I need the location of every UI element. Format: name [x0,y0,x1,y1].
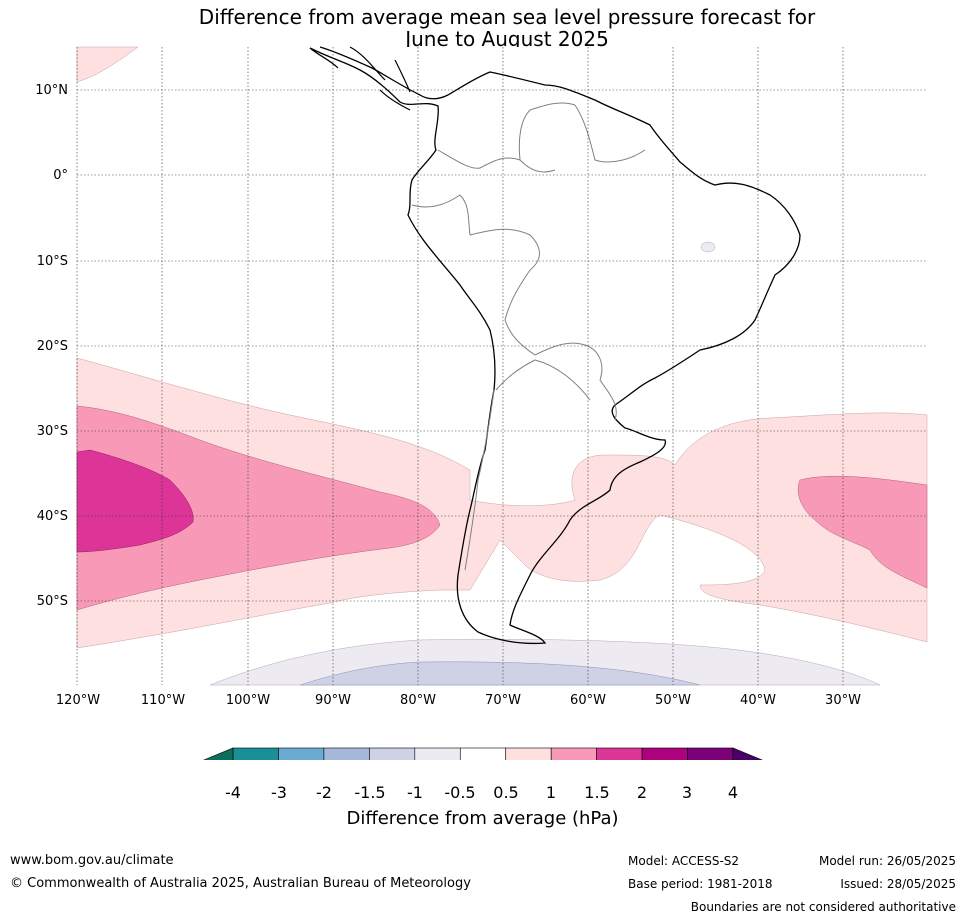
colorbar-under-arrow [203,747,234,760]
anomaly-region-lavender-brazil [700,241,716,253]
map-title-line-1: Difference from average mean sea level p… [198,5,816,29]
colorbar-swatch [459,747,507,760]
anomaly-region-blue-lavender-south [299,661,701,686]
colorbar-swatch [505,747,552,760]
colorbar-swatch [550,747,597,760]
colorbar-tick: 1 [545,783,557,802]
central-america-coastline [309,46,411,111]
lat-label-30s: 30°S [36,424,68,439]
colorbar-tick: 3 [681,783,693,802]
colorbar-tick: -1.5 [354,783,386,802]
anomaly-region-pink-medium-pacific [76,405,441,611]
lon-label-50w: 50°W [655,693,691,708]
pressure-anomaly-map [76,46,928,760]
map-gridlines [76,47,927,685]
colorbar-swatch [414,747,461,760]
anomaly-region-pink-dark-pacific [76,449,194,553]
colorbar-tick: -1 [407,783,423,802]
lat-label-10n: 10°N [35,83,68,98]
lon-label-80w: 80°W [400,693,436,708]
colorbar-tick: 2 [636,783,648,802]
colorbar-swatch [596,747,643,760]
colorbar-swatch [232,747,279,760]
colorbar-tick: 1.5 [584,783,610,802]
colorbar-swatch [369,747,416,760]
lon-label-70w: 70°W [485,693,521,708]
south-america-coastline [309,46,801,645]
colorbar-swatch [641,747,688,760]
footer-base-period: Base period: 1981-2018 [628,877,773,891]
lat-label-10s: 10°S [36,254,68,269]
colorbar-tick: -2 [316,783,332,802]
anomaly-region-pink-light-north [76,46,139,83]
country-borders [411,102,646,571]
colorbar-tick: 4 [727,783,739,802]
footer-model-run: Model run: 26/05/2025 [818,854,956,868]
lon-label-90w: 90°W [315,693,351,708]
colorbar-label: Difference from average (hPa) [346,808,619,829]
lon-label-60w: 60°W [570,693,606,708]
colorbar-swatch [278,747,325,760]
colorbar-tick: -3 [271,783,287,802]
lon-label-120w: 120°W [55,693,101,708]
colorbar-over-arrow [732,747,763,760]
anomaly-region-pink-medium-atlantic [797,475,928,589]
colorbar-tick: -0.5 [444,783,476,802]
lat-label-40s: 40°S [36,509,68,524]
footer-url: www.bom.gov.au/climate [10,853,174,868]
map-title-line-2: June to August 2025 [405,27,609,51]
lon-label-110w: 110°W [140,693,186,708]
colorbar [203,747,763,760]
colorbar-tick: -4 [225,783,241,802]
footer-disclaimer: Boundaries are not considered authoritat… [690,900,956,914]
lon-label-30w: 30°W [825,693,861,708]
footer-model: Model: ACCESS-S2 [628,854,740,868]
footer-issued: Issued: 28/05/2025 [840,877,956,891]
lat-label-20s: 20°S [36,339,68,354]
lat-label-50s: 50°S [36,594,68,609]
colorbar-swatch [687,747,734,760]
colorbar-tick: 0.5 [493,783,519,802]
lon-label-40w: 40°W [740,693,776,708]
lat-label-0: 0° [53,168,68,183]
lon-label-100w: 100°W [225,693,271,708]
colorbar-swatch [323,747,370,760]
footer-copyright: © Commonwealth of Australia 2025, Austra… [10,876,471,891]
